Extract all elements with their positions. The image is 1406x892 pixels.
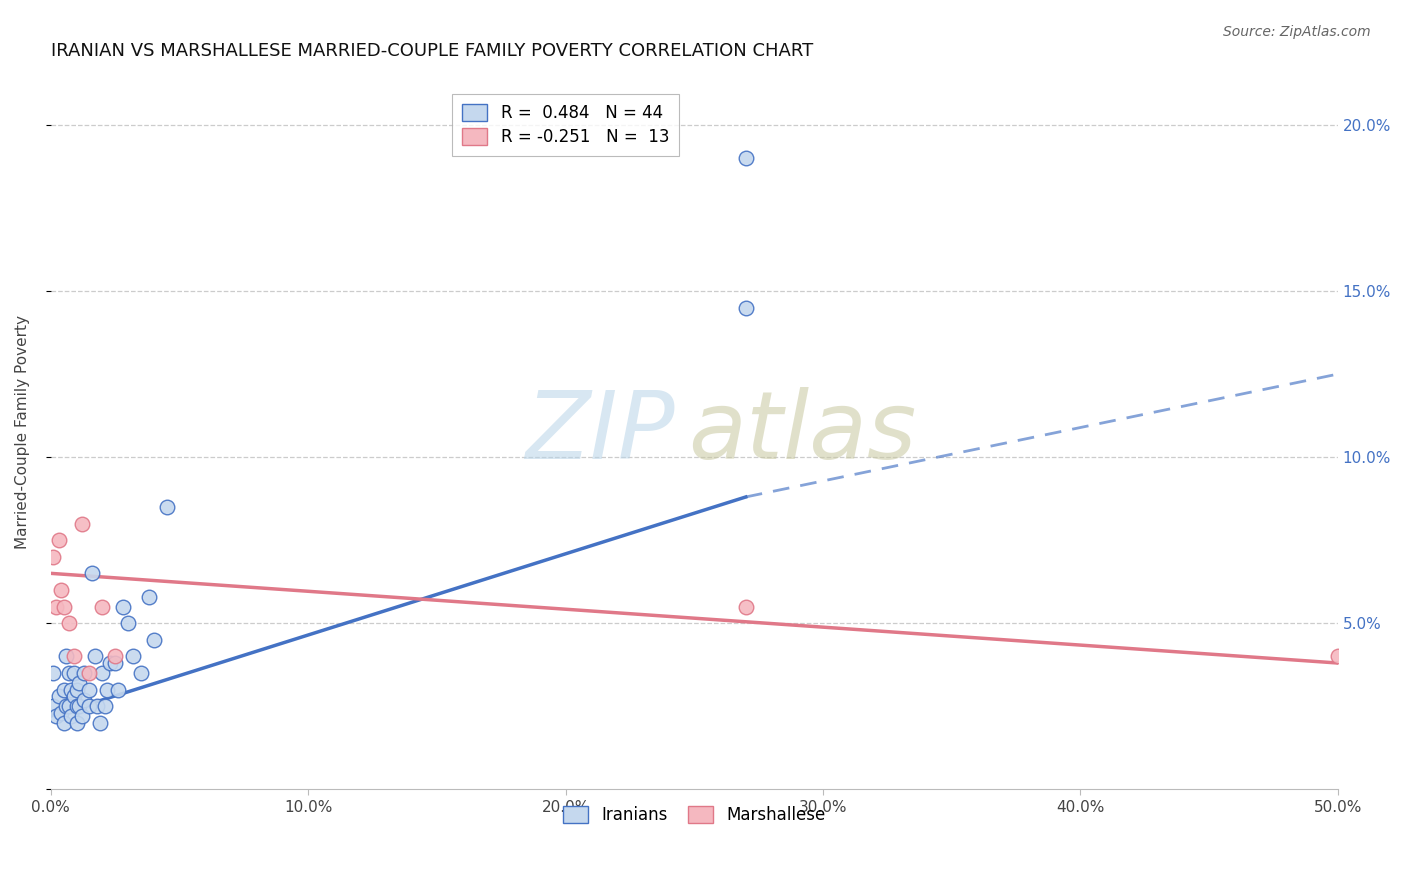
Point [58,699,80,714]
Point [86,699,108,714]
Point [49,706,72,720]
Point [65,699,87,714]
Point [79,682,101,697]
Y-axis label: Married-Couple Family Poverty: Married-Couple Family Poverty [15,315,30,549]
Point [734,151,756,165]
Point [70,516,93,531]
Point [80,566,103,581]
Point [138,590,160,604]
Point [45,709,67,723]
Point [94,699,117,714]
Point [60,682,83,697]
Point [67,676,90,690]
Point [142,632,165,647]
Point [49,582,72,597]
Point [48,690,70,704]
Point [91,665,114,680]
Point [91,599,114,614]
Point [156,500,179,514]
Text: ZIP: ZIP [526,387,675,478]
Point [52,682,75,697]
Point [58,616,80,631]
Point [96,682,118,697]
Point [52,715,75,730]
Point [104,649,127,664]
Point [79,699,101,714]
Point [42,549,65,564]
Point [60,709,83,723]
Point [79,665,101,680]
Point [42,699,65,714]
Point [83,649,105,664]
Text: Source: ZipAtlas.com: Source: ZipAtlas.com [1223,25,1371,39]
Point [104,656,127,670]
Point [734,301,756,315]
Point [107,682,129,697]
Point [129,665,152,680]
Point [55,699,77,714]
Point [42,665,65,680]
Point [63,649,86,664]
Point [65,715,87,730]
Point [73,692,96,706]
Point [67,699,90,714]
Point [111,599,134,614]
Point [98,656,121,670]
Point [55,649,77,664]
Point [65,682,87,697]
Point [122,649,145,664]
Point [48,533,70,548]
Point [58,665,80,680]
Point [45,599,67,614]
Point [63,690,86,704]
Point [1326,649,1348,664]
Point [73,665,96,680]
Point [89,715,111,730]
Legend: Iranians, Marshallese: Iranians, Marshallese [553,797,835,834]
Point [52,599,75,614]
Text: IRANIAN VS MARSHALLESE MARRIED-COUPLE FAMILY POVERTY CORRELATION CHART: IRANIAN VS MARSHALLESE MARRIED-COUPLE FA… [51,42,813,60]
Point [117,616,139,631]
Point [70,709,93,723]
Point [63,665,86,680]
Text: atlas: atlas [688,387,917,478]
Point [734,599,756,614]
